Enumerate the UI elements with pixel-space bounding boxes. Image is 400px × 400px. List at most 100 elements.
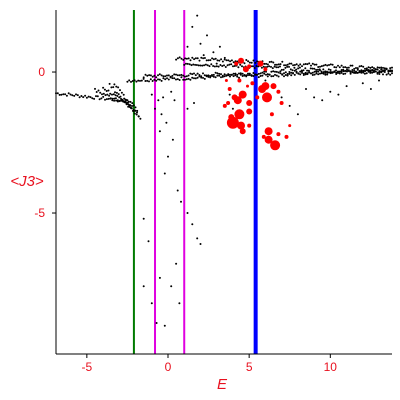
black-point bbox=[127, 105, 130, 108]
black-point bbox=[320, 70, 323, 73]
black-point bbox=[297, 72, 300, 75]
black-point bbox=[324, 70, 327, 73]
black-point bbox=[340, 71, 343, 74]
red-point bbox=[222, 103, 227, 108]
black-point bbox=[315, 70, 318, 73]
black-point bbox=[268, 65, 271, 68]
black-point bbox=[193, 77, 195, 80]
black-point bbox=[353, 71, 356, 74]
black-point bbox=[349, 72, 352, 75]
black-point bbox=[187, 57, 190, 60]
black-point bbox=[297, 64, 300, 67]
black-point bbox=[212, 73, 215, 76]
black-point bbox=[164, 78, 167, 81]
black-point bbox=[133, 79, 136, 82]
black-point bbox=[361, 82, 364, 85]
black-point bbox=[160, 113, 163, 116]
black-point bbox=[162, 96, 165, 99]
black-point bbox=[346, 66, 348, 69]
black-point bbox=[112, 93, 115, 96]
black-point bbox=[372, 71, 375, 74]
black-point bbox=[192, 63, 195, 66]
black-point bbox=[237, 66, 240, 69]
black-point bbox=[319, 72, 321, 75]
black-point bbox=[203, 74, 206, 77]
red-point bbox=[227, 87, 232, 91]
black-point bbox=[94, 87, 96, 90]
black-point bbox=[277, 71, 280, 74]
black-point bbox=[382, 66, 384, 69]
black-point bbox=[211, 74, 213, 76]
black-point bbox=[250, 61, 253, 64]
black-point bbox=[198, 59, 201, 62]
black-point bbox=[304, 67, 307, 70]
black-point bbox=[105, 98, 108, 101]
black-point bbox=[344, 70, 346, 72]
black-point bbox=[198, 75, 201, 78]
black-point bbox=[298, 66, 301, 69]
red-point bbox=[224, 79, 228, 82]
black-point bbox=[387, 69, 390, 72]
black-point bbox=[173, 77, 176, 80]
black-point bbox=[262, 65, 265, 68]
black-point bbox=[182, 74, 185, 77]
black-point bbox=[279, 70, 282, 73]
black-point bbox=[97, 89, 100, 92]
black-point bbox=[115, 99, 118, 102]
black-point bbox=[347, 66, 350, 69]
black-point bbox=[238, 72, 240, 75]
red-point bbox=[269, 112, 274, 117]
black-point bbox=[380, 70, 383, 73]
black-point bbox=[355, 67, 357, 69]
black-point bbox=[266, 73, 269, 76]
black-point bbox=[311, 71, 314, 74]
black-point bbox=[223, 56, 226, 59]
red-point bbox=[246, 100, 253, 106]
black-point bbox=[376, 68, 379, 71]
black-point bbox=[60, 93, 63, 96]
black-point bbox=[358, 65, 361, 68]
black-point bbox=[117, 93, 120, 96]
black-point bbox=[130, 107, 133, 110]
black-point bbox=[167, 74, 170, 77]
red-point bbox=[226, 116, 239, 129]
black-point bbox=[205, 74, 208, 77]
black-point bbox=[171, 138, 174, 141]
black-point bbox=[131, 105, 133, 107]
red-point bbox=[288, 124, 292, 128]
black-point bbox=[180, 73, 183, 76]
black-point bbox=[162, 77, 165, 80]
red-point bbox=[234, 109, 245, 120]
black-point bbox=[327, 68, 330, 71]
black-point bbox=[200, 76, 203, 79]
black-point bbox=[160, 79, 163, 82]
black-point bbox=[243, 74, 246, 76]
black-point bbox=[234, 72, 237, 75]
black-point bbox=[371, 69, 374, 72]
black-point bbox=[284, 71, 287, 74]
black-point bbox=[279, 63, 282, 66]
black-point bbox=[342, 68, 345, 71]
black-point bbox=[293, 66, 296, 69]
black-point bbox=[309, 67, 312, 70]
black-point bbox=[134, 109, 137, 112]
black-point bbox=[71, 94, 74, 97]
black-point bbox=[85, 96, 88, 99]
black-point bbox=[338, 70, 341, 73]
black-point bbox=[317, 73, 320, 76]
black-point bbox=[176, 189, 179, 192]
black-point bbox=[196, 76, 199, 79]
black-point bbox=[365, 67, 368, 70]
black-point bbox=[346, 68, 348, 71]
black-point bbox=[360, 69, 363, 72]
black-point bbox=[301, 71, 303, 74]
black-point bbox=[126, 80, 129, 83]
black-point bbox=[293, 73, 296, 76]
black-point bbox=[302, 72, 305, 75]
black-point bbox=[223, 73, 226, 76]
black-point bbox=[283, 72, 285, 75]
x-axis-title: E bbox=[217, 376, 228, 393]
black-point bbox=[228, 93, 231, 96]
black-point bbox=[216, 72, 219, 75]
black-point bbox=[245, 74, 248, 77]
